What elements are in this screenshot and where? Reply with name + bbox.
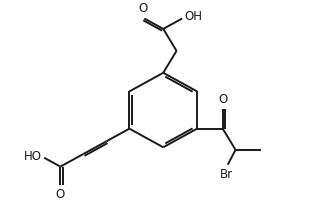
Text: O: O <box>56 188 65 201</box>
Text: O: O <box>138 2 147 15</box>
Text: O: O <box>219 93 228 106</box>
Text: OH: OH <box>185 10 203 24</box>
Text: Br: Br <box>219 168 233 181</box>
Text: HO: HO <box>24 150 42 163</box>
